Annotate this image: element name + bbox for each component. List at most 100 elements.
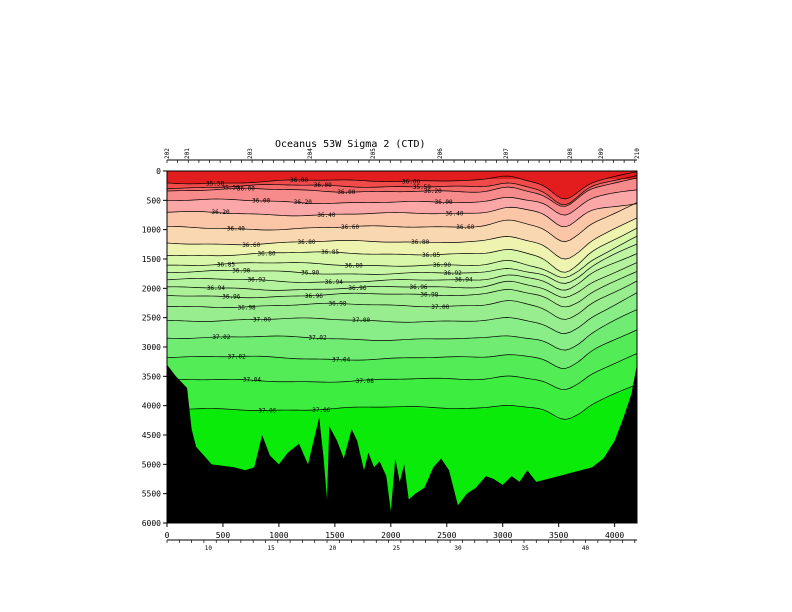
contour-label: 36.00 <box>435 199 453 206</box>
contour-label: 36.94 <box>455 277 473 284</box>
x-tick-label: 0 <box>165 531 170 540</box>
contour-label: 36.40 <box>227 226 245 233</box>
y-tick-label: 4500 <box>142 431 161 440</box>
bottom-topography <box>167 364 637 523</box>
contour-label: 37.00 <box>431 304 449 311</box>
contour-label: 37.06 <box>356 378 374 385</box>
contour-line <box>166 175 638 206</box>
contour-line <box>166 253 638 291</box>
contour-label: 36.96 <box>222 293 240 300</box>
contour-label: 36.94 <box>207 285 225 292</box>
contour-label: 35.50 <box>413 184 431 191</box>
y-tick-label: 4000 <box>142 402 161 411</box>
station-label: 40 <box>582 545 590 552</box>
top-station-label: 208 <box>567 148 574 159</box>
contour-label: 36.85 <box>217 262 235 269</box>
x-tick-label: 2000 <box>381 531 400 540</box>
contour-label: 36.80 <box>297 239 315 246</box>
contour-line <box>166 280 638 320</box>
contour-label: 36.20 <box>424 188 442 195</box>
contour-line <box>166 202 638 242</box>
contour-label: 36.98 <box>238 304 256 311</box>
contour-line <box>166 262 638 298</box>
contour-label: 36.85 <box>422 252 440 259</box>
contour-label: 37.02 <box>212 334 230 341</box>
contour-label: 36.40 <box>317 212 335 219</box>
top-station-label: 203 <box>247 148 254 159</box>
top-station-label: 206 <box>437 148 444 159</box>
contour-label: 36.00 <box>337 189 355 196</box>
contour-label: 36.20 <box>294 199 312 206</box>
axes: 0 500 1000 1500 2000 2500 3000 3500 4000 4500 5000… <box>142 148 641 552</box>
x-tick-label: 500 <box>216 531 231 540</box>
contour-label: 36.00 <box>237 185 255 192</box>
x-tick-label: 1500 <box>325 531 344 540</box>
contour-label: 37.00 <box>352 317 370 324</box>
y-tick-label: 1500 <box>142 255 161 264</box>
contour-label: 36.00 <box>290 177 308 184</box>
contour-line <box>166 235 638 278</box>
contour-lines <box>166 171 638 420</box>
contour-label: 37.02 <box>228 354 246 361</box>
contour-label: 35.50 <box>206 180 224 187</box>
y-tick-label: 3500 <box>142 372 161 381</box>
station-label: 30 <box>454 545 462 552</box>
y-tick-label: 1000 <box>142 226 161 235</box>
top-station-label: 204 <box>307 148 314 159</box>
y-tick-label: 5500 <box>142 490 161 499</box>
contour-line <box>166 171 638 200</box>
contour-label: 36.00 <box>252 198 270 205</box>
contour-label: 36.92 <box>444 270 462 277</box>
contour-label: 36.98 <box>420 291 438 298</box>
station-label: 20 <box>329 545 337 552</box>
top-station-label: 210 <box>634 148 641 159</box>
contour-label: 36.92 <box>248 276 266 283</box>
y-tick-label: 6000 <box>142 519 161 528</box>
contour-line <box>166 309 638 351</box>
station-label: 25 <box>393 545 401 552</box>
contour-line <box>166 189 638 216</box>
contour-label: 35.50 <box>221 184 239 191</box>
contour-label: 36.80 <box>345 262 363 269</box>
top-station-label: 201 <box>184 148 191 159</box>
contour-label: 37.02 <box>309 335 327 342</box>
contour-line <box>166 329 638 369</box>
y-tick-label: 500 <box>147 196 162 205</box>
station-label: 15 <box>267 545 275 552</box>
contour-label: 37.06 <box>312 407 330 414</box>
x-tick-label: 2500 <box>437 531 456 540</box>
contour-line <box>166 243 638 284</box>
y-tick-label: 5000 <box>142 460 161 469</box>
contour-line <box>166 227 638 273</box>
contour-label: 36.90 <box>301 270 319 277</box>
contour-label: 36.90 <box>433 262 451 269</box>
contour-label: 36.60 <box>341 224 359 231</box>
x-tick-label: 1000 <box>269 531 288 540</box>
contour-label: 36.80 <box>258 250 276 257</box>
contour-label: 36.80 <box>411 239 429 246</box>
contour-label: 37.06 <box>258 408 276 415</box>
chart-title: Oceanus 53W Sigma 2 (CTD) <box>275 139 426 150</box>
contour-line <box>166 217 638 260</box>
contour-line <box>166 271 638 308</box>
contour-label: 36.60 <box>456 224 474 231</box>
contour-label: 36.98 <box>328 300 346 307</box>
contour-line <box>166 384 638 420</box>
contour-label: 36.96 <box>409 284 427 291</box>
top-station-label: 202 <box>164 148 171 159</box>
contour-line <box>166 177 638 207</box>
contour-label: 37.04 <box>243 377 261 384</box>
x-tick-label: 4000 <box>605 531 624 540</box>
contour-line <box>166 353 638 390</box>
contour-label: 36.90 <box>232 268 250 275</box>
top-station-label: 207 <box>503 148 510 159</box>
contour-label: 36.20 <box>212 209 230 216</box>
contour-label: 36.40 <box>445 211 463 218</box>
x-tick-label: 3500 <box>549 531 568 540</box>
contour-label: 36.85 <box>321 249 339 256</box>
x-tick-label: 3000 <box>493 531 512 540</box>
contour-line <box>166 203 638 228</box>
contour-label: 37.04 <box>332 356 350 363</box>
